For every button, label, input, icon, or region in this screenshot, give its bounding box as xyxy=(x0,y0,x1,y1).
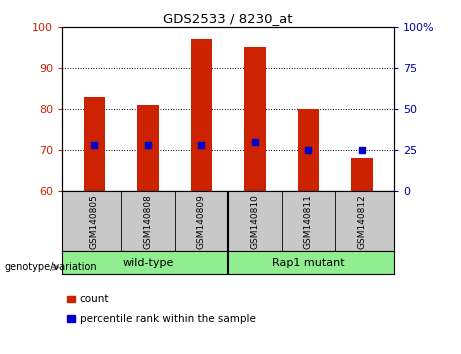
Text: percentile rank within the sample: percentile rank within the sample xyxy=(80,314,256,324)
Text: Rap1 mutant: Rap1 mutant xyxy=(272,258,345,268)
Bar xyxy=(191,39,212,191)
Bar xyxy=(351,158,373,191)
Text: GSM140812: GSM140812 xyxy=(358,194,366,249)
Bar xyxy=(298,109,319,191)
Text: genotype/variation: genotype/variation xyxy=(5,262,97,272)
Bar xyxy=(83,97,105,191)
Text: GSM140811: GSM140811 xyxy=(304,194,313,249)
Text: GSM140809: GSM140809 xyxy=(197,194,206,249)
Bar xyxy=(137,105,159,191)
Text: GSM140805: GSM140805 xyxy=(90,194,99,249)
Text: count: count xyxy=(80,294,109,304)
Bar xyxy=(244,47,266,191)
Text: wild-type: wild-type xyxy=(122,258,174,268)
Text: GSM140810: GSM140810 xyxy=(250,194,260,249)
Title: GDS2533 / 8230_at: GDS2533 / 8230_at xyxy=(164,12,293,25)
Text: GSM140808: GSM140808 xyxy=(143,194,153,249)
